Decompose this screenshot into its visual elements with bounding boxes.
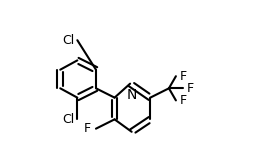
Text: Cl: Cl [62,34,74,47]
Text: Cl: Cl [62,113,74,126]
Text: F: F [180,94,187,107]
Text: N: N [126,88,137,102]
Text: F: F [84,122,91,135]
Text: F: F [187,82,194,95]
Text: F: F [180,70,187,83]
